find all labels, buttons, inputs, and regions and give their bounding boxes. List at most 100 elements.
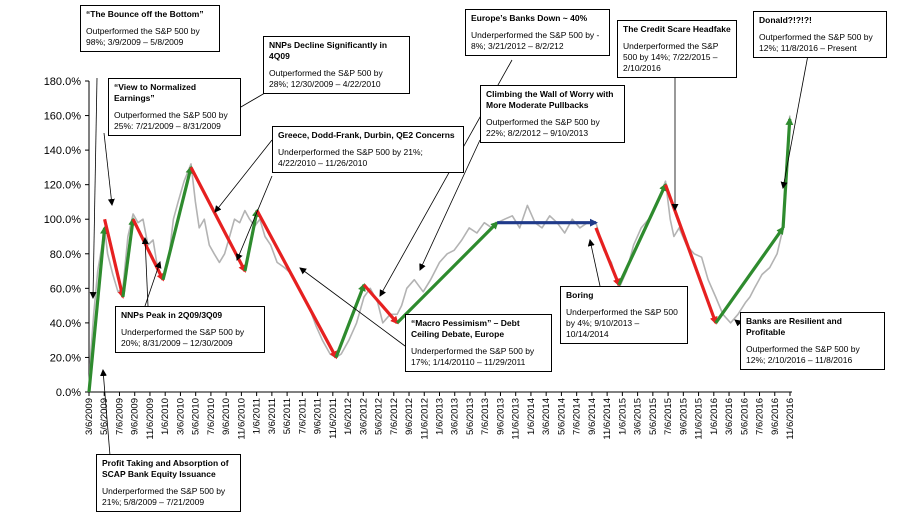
x-tick-label: 11/6/2011 bbox=[328, 398, 339, 439]
x-tick-label: 9/6/2013 bbox=[495, 398, 506, 435]
x-tick-label: 5/6/2010 bbox=[191, 398, 202, 435]
annotation-donald: Donald?!?!?! Outperformed the S&P 500 by… bbox=[753, 11, 887, 58]
axes: 0.0% 20.0% 40.0% 60.0% 80.0% 100.0% 120.0% 140.… bbox=[44, 76, 796, 440]
x-tick-label: 9/6/2012 bbox=[404, 398, 415, 435]
x-tick-label: 11/6/2009 bbox=[145, 398, 156, 440]
annotation-body: Underperformed the S&P 500 by 17%; 1/14/… bbox=[411, 346, 535, 367]
annotation-title: Boring bbox=[566, 290, 594, 300]
x-tick-label: 3/6/2010 bbox=[175, 398, 186, 435]
x-tick-label: 9/6/2011 bbox=[313, 398, 324, 434]
annotation-wall-of-worry: Climbing the Wall of Worry with More Mod… bbox=[480, 85, 625, 143]
price-series bbox=[88, 115, 791, 393]
annotation-body: Underperformed the S&P 500 by 4%; 9/10/2… bbox=[566, 307, 678, 339]
annotation-nnps-decline: NNPs Decline Significantly in 4Q09 Outpe… bbox=[263, 36, 410, 94]
annotation-body: Underperformed the S&P 500 by 20%; 8/31/… bbox=[121, 327, 245, 348]
trend-arrow bbox=[781, 117, 794, 228]
x-tick-label: 11/6/2012 bbox=[419, 398, 430, 440]
annotation-banks-resilient: Banks are Resilient and Profitable Outpe… bbox=[740, 312, 885, 370]
trend-arrow bbox=[103, 218, 126, 299]
annotation-title: Banks are Resilient and Profitable bbox=[746, 316, 842, 337]
trend-arrow bbox=[87, 225, 109, 393]
x-tick-label: 11/6/2010 bbox=[236, 398, 247, 440]
x-tick-label: 11/6/2013 bbox=[511, 398, 522, 440]
leader-arrow bbox=[236, 175, 273, 261]
x-tick-label: 5/6/2011 bbox=[282, 398, 293, 434]
x-tick-label: 9/6/2009 bbox=[130, 398, 141, 435]
x-tick-label: 1/6/2016 bbox=[709, 398, 720, 435]
x-tick-label: 7/6/2016 bbox=[755, 398, 766, 435]
annotation-credit-scare: The Credit Scare Headfake Underperformed… bbox=[617, 20, 737, 78]
annotation-boring: Boring Underperformed the S&P 500 by 4%;… bbox=[560, 286, 688, 344]
x-tick-label: 7/6/2014 bbox=[572, 398, 583, 435]
annotation-macro-pessimism: “Macro Pessimism” – Debt Ceiling Debate,… bbox=[405, 314, 552, 372]
annotation-title: “Macro Pessimism” – Debt Ceiling Debate,… bbox=[411, 318, 520, 339]
annotation-title: NNPs Decline Significantly in 4Q09 bbox=[269, 40, 388, 61]
x-tick-label: 11/6/2014 bbox=[602, 398, 613, 440]
x-tick-label: 3/6/2009 bbox=[84, 398, 95, 435]
trend-arrow bbox=[594, 227, 621, 287]
x-tick-label: 1/6/2013 bbox=[435, 398, 446, 435]
x-tick-label: 7/6/2012 bbox=[389, 398, 400, 435]
series-line bbox=[88, 115, 791, 393]
x-tick-label: 3/6/2012 bbox=[358, 398, 369, 435]
annotation-body: Underperformed the S&P 500 by 14%; 7/22/… bbox=[623, 41, 719, 73]
x-tick-label: 11/6/2015 bbox=[694, 398, 705, 440]
annotation-body: Outperformed the S&P 500 by 28%; 12/30/2… bbox=[269, 68, 383, 89]
y-tick-label: 140.0% bbox=[44, 145, 82, 157]
annotation-body: Underperformed the S&P 500 by 21%; 5/8/2… bbox=[102, 486, 226, 507]
annotation-body: Underperformed the S&P 500 by 21%; 4/22/… bbox=[278, 147, 423, 168]
y-tick-label: 60.0% bbox=[50, 283, 81, 295]
annotation-europes-banks: Europe’s Banks Down ~ 40% Underperformed… bbox=[465, 9, 610, 56]
annotation-title: Donald?!?!?! bbox=[759, 15, 812, 25]
annotation-title: Profit Taking and Absorption of SCAP Ban… bbox=[102, 458, 229, 479]
annotation-title: NNPs Peak in 2Q09/3Q09 bbox=[121, 310, 223, 320]
annotation-normalized-earnings: “View to Normalized Earnings” Outperform… bbox=[108, 78, 241, 136]
annotation-title: Greece, Dodd-Frank, Durbin, QE2 Concerns bbox=[278, 130, 455, 140]
trend-arrow bbox=[161, 165, 194, 281]
leader-arrow bbox=[103, 132, 115, 206]
x-tick-label: 1/6/2011 bbox=[252, 398, 263, 434]
x-tick-label: 1/6/2014 bbox=[526, 398, 537, 435]
trend-arrow bbox=[334, 283, 366, 359]
y-tick-label: 120.0% bbox=[44, 180, 82, 192]
annotation-body: Outperformed the S&P 500 by 12%; 2/10/20… bbox=[746, 344, 860, 365]
x-tick-label: 3/6/2016 bbox=[724, 398, 735, 435]
leader-arrow bbox=[587, 239, 601, 287]
annotation-body: Outperformed the S&P 500 by 12%; 11/8/20… bbox=[759, 32, 873, 53]
annotation-title: “View to Normalized Earnings” bbox=[114, 82, 197, 103]
annotation-profit-taking: Profit Taking and Absorption of SCAP Ban… bbox=[96, 454, 241, 512]
x-tick-label: 5/6/2014 bbox=[556, 398, 567, 435]
leader-arrow bbox=[214, 139, 273, 213]
trend-arrow bbox=[396, 221, 499, 325]
annotation-nnps-peak: NNPs Peak in 2Q09/3Q09 Underperformed th… bbox=[115, 306, 265, 353]
trend-arrow bbox=[131, 218, 165, 282]
trend-arrow bbox=[243, 208, 260, 272]
x-tick-label: 7/6/2010 bbox=[206, 398, 217, 435]
x-tick-label: 7/6/2015 bbox=[663, 398, 674, 435]
trend-arrow bbox=[121, 217, 137, 298]
leader-arrow bbox=[419, 139, 481, 271]
x-tick-label: 5/6/2015 bbox=[648, 398, 659, 435]
annotation-title: The Credit Scare Headfake bbox=[623, 24, 731, 34]
annotation-title: Europe’s Banks Down ~ 40% bbox=[471, 13, 588, 23]
annotation-greece: Greece, Dodd-Frank, Durbin, QE2 Concerns… bbox=[272, 126, 464, 173]
trend-arrow bbox=[617, 182, 667, 286]
y-tick-label: 80.0% bbox=[50, 249, 81, 261]
y-tick-label: 160.0% bbox=[44, 111, 82, 123]
x-tick-label: 7/6/2009 bbox=[114, 398, 125, 435]
x-tick-label: 1/6/2012 bbox=[343, 398, 354, 435]
x-tick-label: 11/6/2016 bbox=[785, 398, 796, 440]
x-tick-label: 9/6/2016 bbox=[770, 398, 781, 435]
annotation-title: “The Bounce off the Bottom” bbox=[86, 9, 204, 19]
x-tick-label: 7/6/2011 bbox=[297, 398, 308, 434]
x-tick-label: 1/6/2015 bbox=[617, 398, 628, 435]
trend-arrows bbox=[87, 117, 794, 393]
trend-arrow bbox=[714, 226, 785, 324]
x-tick-label: 3/6/2013 bbox=[450, 398, 461, 435]
x-tick-label: 3/6/2014 bbox=[541, 398, 552, 435]
leader-arrow bbox=[780, 54, 809, 189]
leader-arrow bbox=[144, 261, 162, 307]
y-tick-label: 40.0% bbox=[50, 318, 81, 330]
annotation-bounce: “The Bounce off the Bottom” Outperformed… bbox=[80, 5, 220, 52]
